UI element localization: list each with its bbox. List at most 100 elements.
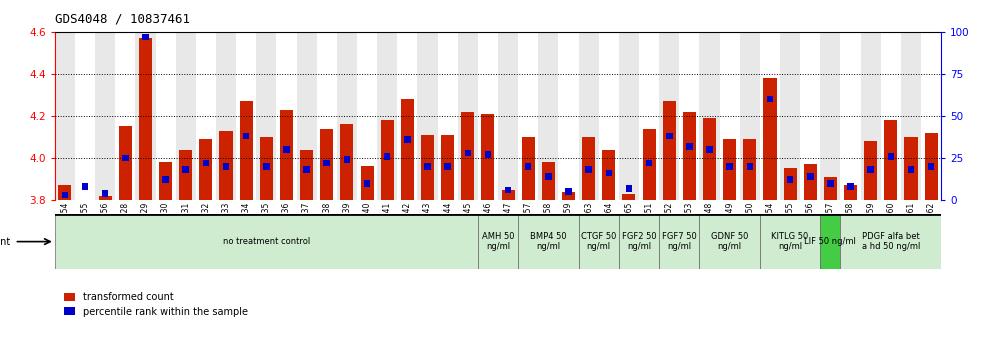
Bar: [280, 110, 293, 200]
Bar: [300, 150, 313, 200]
Bar: [179, 150, 192, 200]
Bar: [542, 162, 555, 200]
Bar: [337, 32, 357, 200]
Bar: [55, 32, 75, 200]
Bar: [424, 163, 430, 170]
Bar: [485, 151, 491, 158]
Bar: [901, 32, 921, 200]
Text: LIF 50 ng/ml: LIF 50 ng/ml: [805, 237, 857, 246]
Text: GDS4048 / 10837461: GDS4048 / 10837461: [55, 12, 190, 25]
Bar: [743, 139, 756, 200]
Bar: [747, 163, 753, 170]
Bar: [884, 120, 897, 200]
Bar: [720, 32, 740, 200]
Bar: [283, 146, 290, 153]
Text: FGF2 50
ng/ml: FGF2 50 ng/ml: [622, 232, 656, 251]
Bar: [699, 214, 760, 269]
Bar: [619, 32, 639, 200]
Bar: [683, 112, 696, 200]
Bar: [263, 163, 270, 170]
Bar: [659, 214, 699, 269]
Text: GDNF 50
ng/ml: GDNF 50 ng/ml: [711, 232, 748, 251]
Bar: [907, 166, 914, 173]
Bar: [807, 173, 814, 180]
Bar: [341, 124, 354, 200]
Bar: [760, 32, 780, 200]
Bar: [559, 32, 579, 200]
Bar: [703, 118, 716, 200]
Bar: [545, 173, 552, 180]
Bar: [880, 32, 901, 200]
Bar: [361, 166, 374, 200]
Bar: [397, 32, 417, 200]
Bar: [199, 139, 212, 200]
Text: no treatment control: no treatment control: [223, 237, 310, 246]
Bar: [582, 137, 596, 200]
Bar: [59, 185, 72, 200]
Bar: [827, 180, 834, 187]
Bar: [924, 133, 937, 200]
Bar: [679, 32, 699, 200]
Bar: [400, 99, 414, 200]
Bar: [175, 32, 196, 200]
Bar: [95, 32, 116, 200]
Bar: [481, 114, 494, 200]
Bar: [848, 183, 854, 190]
Bar: [223, 163, 229, 170]
Text: AMH 50
ng/ml: AMH 50 ng/ml: [482, 232, 514, 251]
Bar: [666, 133, 672, 139]
Bar: [344, 156, 351, 163]
Bar: [800, 32, 821, 200]
Bar: [723, 139, 736, 200]
Bar: [135, 32, 155, 200]
Bar: [502, 189, 515, 200]
Bar: [196, 32, 216, 200]
Bar: [324, 160, 330, 166]
Bar: [138, 38, 152, 200]
Bar: [921, 32, 941, 200]
Bar: [579, 214, 619, 269]
Bar: [645, 160, 652, 166]
Text: KITLG 50
ng/ml: KITLG 50 ng/ml: [772, 232, 809, 251]
Bar: [240, 101, 253, 200]
Bar: [417, 32, 437, 200]
Bar: [478, 214, 518, 269]
Bar: [377, 32, 397, 200]
Bar: [461, 112, 474, 200]
Bar: [606, 170, 613, 176]
Bar: [159, 162, 172, 200]
Bar: [522, 137, 535, 200]
Bar: [787, 176, 794, 183]
Bar: [99, 196, 112, 200]
Bar: [699, 32, 719, 200]
Bar: [444, 163, 451, 170]
Bar: [887, 153, 894, 160]
Bar: [861, 32, 880, 200]
Bar: [498, 32, 518, 200]
Bar: [763, 78, 777, 200]
Text: FGF7 50
ng/ml: FGF7 50 ng/ml: [662, 232, 696, 251]
Bar: [868, 166, 873, 173]
Bar: [686, 143, 692, 149]
Bar: [216, 32, 236, 200]
Bar: [865, 141, 877, 200]
Bar: [579, 32, 599, 200]
Bar: [662, 101, 676, 200]
Bar: [383, 153, 390, 160]
Bar: [297, 32, 317, 200]
Bar: [538, 32, 559, 200]
Bar: [155, 32, 175, 200]
Bar: [75, 32, 95, 200]
Bar: [625, 185, 632, 192]
Bar: [841, 214, 941, 269]
Bar: [123, 155, 128, 161]
Bar: [525, 163, 532, 170]
Text: agent: agent: [0, 236, 10, 247]
Bar: [380, 120, 393, 200]
Bar: [821, 32, 841, 200]
Bar: [740, 32, 760, 200]
Legend: transformed count, percentile rank within the sample: transformed count, percentile rank withi…: [60, 288, 252, 321]
Bar: [760, 214, 821, 269]
Bar: [357, 32, 377, 200]
Bar: [464, 149, 471, 156]
